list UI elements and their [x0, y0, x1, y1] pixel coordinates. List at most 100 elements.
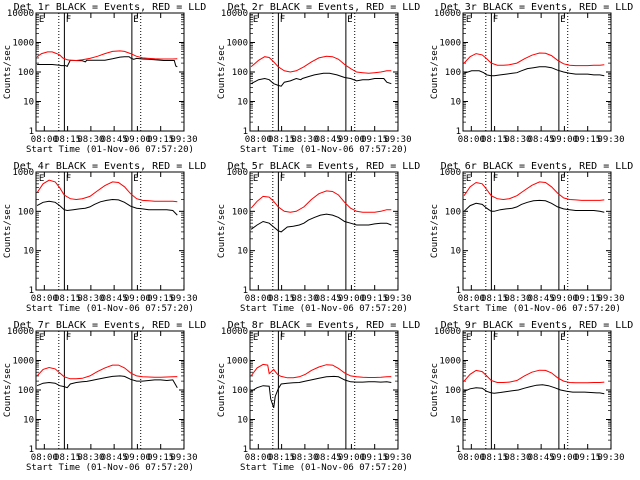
series-line-lld [463, 52, 605, 67]
y-tick-label: 10 [450, 98, 461, 108]
x-tick-label: 08:00 [245, 453, 272, 463]
x-tick-label: 09:30 [170, 294, 197, 304]
y-tick-label: 10 [450, 247, 461, 257]
y-axis-label: Counts/sec [430, 204, 440, 258]
plot-frame [35, 171, 185, 291]
x-axis-label: Start Time (01-Nov-06 07:57:20) [240, 145, 408, 155]
series-line-events [463, 66, 605, 77]
chart-title: Det 9r BLACK = Events, RED = LLD [441, 320, 634, 331]
y-axis-label: Counts/sec [3, 45, 13, 99]
y-tick-label: 1 [29, 286, 34, 296]
x-tick-label: 09:15 [574, 294, 601, 304]
chart-panel-6: Det 6r BLACK = Events, RED = LLD 1 10 100 10… [430, 161, 633, 314]
plot-frame [35, 330, 185, 450]
y-tick-label: 1 [243, 127, 248, 137]
y-tick-label: 10 [23, 416, 34, 426]
flag-label: E [560, 174, 565, 184]
x-tick-label: 09:15 [574, 453, 601, 463]
x-tick-label: 08:45 [315, 294, 342, 304]
x-tick-label: 08:00 [458, 294, 485, 304]
x-tick-label: 08:45 [101, 453, 128, 463]
flag-label: F [66, 333, 71, 343]
series-line-lld [250, 190, 392, 213]
flag-label: E [347, 174, 352, 184]
series-line-events [37, 56, 178, 68]
x-tick-label: 09:30 [597, 453, 624, 463]
y-tick-label: 1000 [226, 39, 248, 49]
x-tick-label: 08:30 [77, 135, 104, 145]
y-tick-label: 10 [237, 247, 248, 257]
flag-label: E [560, 333, 565, 343]
series-line-lld [463, 181, 605, 201]
x-tick-label: 08:00 [31, 294, 58, 304]
y-tick-label: 10000 [221, 9, 248, 19]
plot-frame [462, 171, 612, 291]
y-axis-label: Counts/sec [217, 45, 227, 99]
y-tick-label: 10000 [221, 327, 248, 337]
plot-frame [249, 171, 399, 291]
y-tick-label: 1000 [439, 168, 461, 178]
series-line-events [463, 384, 605, 395]
series-line-events [36, 375, 178, 389]
x-tick-label: 09:15 [361, 135, 388, 145]
y-tick-label: 100 [18, 68, 34, 78]
chart-panel-7: Det 7r BLACK = Events, RED = LLD 1 10 100 10… [3, 320, 206, 473]
x-tick-label: 08:00 [245, 135, 272, 145]
series-line-events [36, 198, 178, 216]
x-tick-label: 08:30 [77, 453, 104, 463]
x-tick-label: 09:15 [147, 294, 174, 304]
flag-label: F [280, 333, 285, 343]
y-tick-label: 100 [445, 386, 461, 396]
x-tick-label: 09:30 [170, 135, 197, 145]
series-line-lld [36, 364, 178, 380]
chart-panel-3: Det 3r BLACK = Events, RED = LLD 1 10 100 10… [430, 2, 633, 145]
x-tick-label: 08:30 [504, 135, 531, 145]
chart-title: Det 7r BLACK = Events, RED = LLD [14, 320, 207, 331]
y-tick-label: 1 [456, 286, 461, 296]
series-line-events [463, 199, 605, 213]
x-tick-label: 08:15 [268, 453, 295, 463]
x-tick-label: 09:15 [361, 294, 388, 304]
series-line-lld [36, 50, 178, 62]
x-tick-label: 08:45 [315, 453, 342, 463]
x-tick-label: 08:30 [291, 135, 318, 145]
x-axis-label: Start Time (01-Nov-06 07:57:20) [453, 304, 621, 314]
plot-frame [249, 330, 399, 450]
x-tick-label: 08:45 [528, 294, 555, 304]
x-tick-label: 08:45 [528, 135, 555, 145]
y-tick-label: 1 [29, 445, 34, 455]
y-tick-label: 1000 [226, 168, 248, 178]
flag-label: E [560, 15, 565, 25]
flag-label: E [39, 15, 44, 25]
x-axis-label: Start Time (01-Nov-06 07:57:20) [26, 304, 194, 314]
y-tick-label: 1000 [12, 168, 34, 178]
flag-label: F [280, 174, 285, 184]
x-tick-label: 08:45 [101, 294, 128, 304]
x-tick-label: 08:15 [54, 135, 81, 145]
flag-label: F [66, 174, 71, 184]
flag-label: E [253, 333, 258, 343]
x-tick-label: 09:00 [551, 453, 578, 463]
y-tick-label: 10000 [434, 9, 461, 19]
x-axis-label: Start Time (01-Nov-06 07:57:20) [26, 145, 194, 155]
x-tick-label: 09:00 [551, 294, 578, 304]
x-tick-label: 09:15 [147, 453, 174, 463]
x-tick-label: 08:15 [481, 135, 508, 145]
y-tick-label: 1000 [226, 357, 248, 367]
x-tick-label: 08:15 [54, 294, 81, 304]
flag-label: E [133, 15, 138, 25]
y-axis-label: Counts/sec [217, 204, 227, 258]
x-tick-label: 08:45 [315, 135, 342, 145]
flag-label: E [466, 333, 471, 343]
flag-label: E [133, 333, 138, 343]
flag-label: F [493, 333, 498, 343]
x-tick-label: 08:30 [504, 294, 531, 304]
y-tick-label: 1000 [439, 357, 461, 367]
x-tick-label: 09:30 [384, 294, 411, 304]
flag-label: F [493, 15, 498, 25]
x-tick-label: 09:30 [597, 135, 624, 145]
chart-title: Det 2r BLACK = Events, RED = LLD [228, 2, 421, 13]
x-axis-label: Start Time (01-Nov-06 07:57:20) [26, 463, 194, 473]
x-tick-label: 09:00 [338, 294, 365, 304]
flag-label: E [253, 174, 258, 184]
